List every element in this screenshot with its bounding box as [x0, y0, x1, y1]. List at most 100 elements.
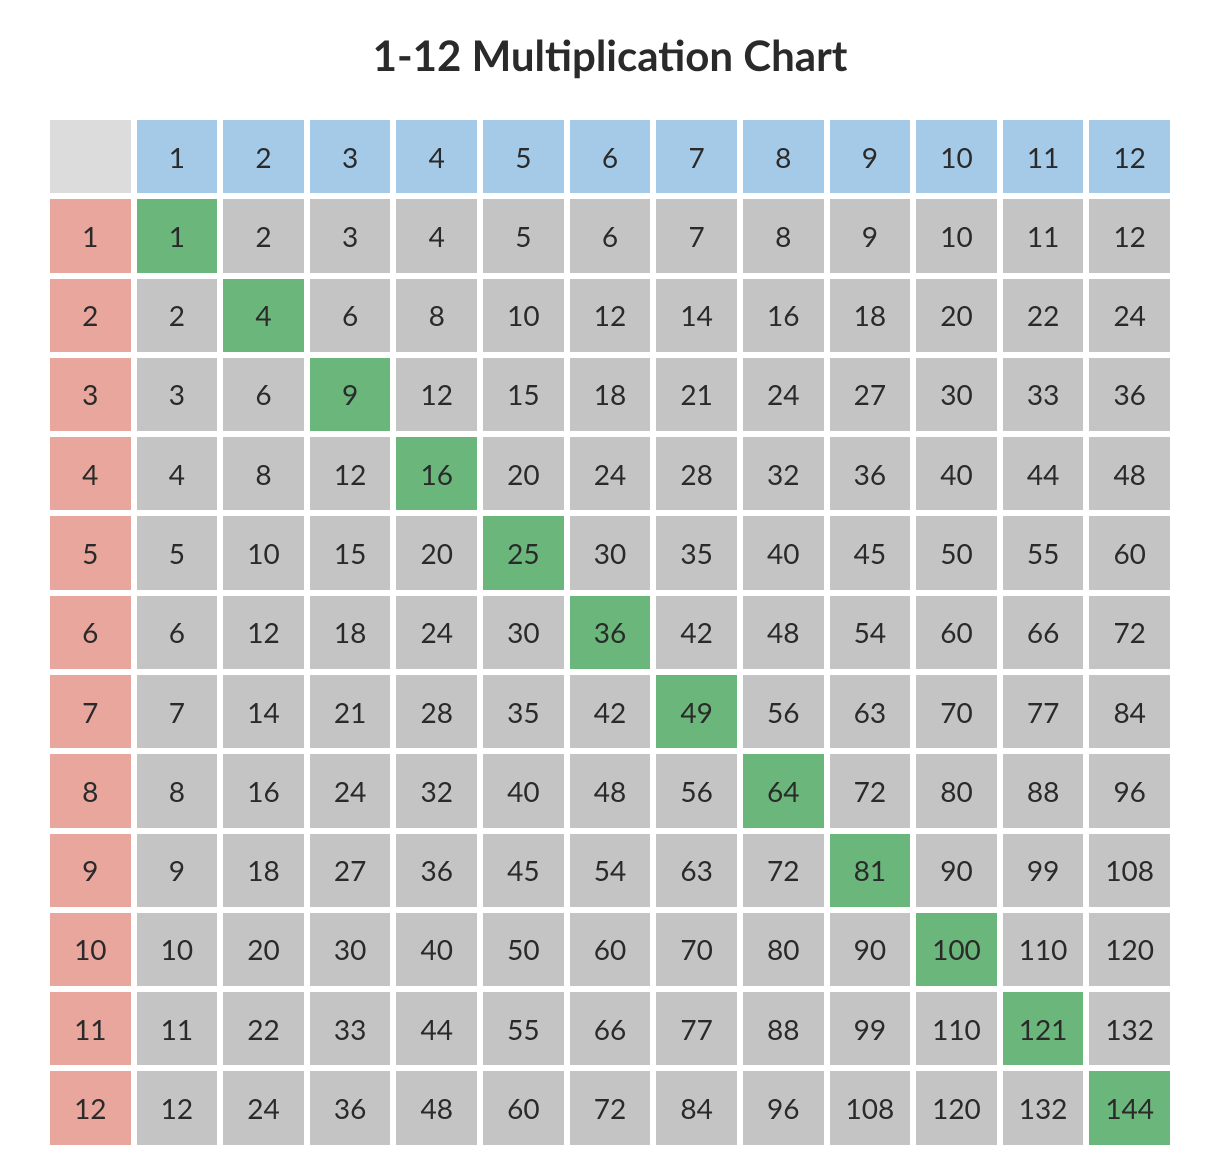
cell-7-2: 14 [223, 675, 304, 748]
cell-12-2: 24 [223, 1071, 304, 1144]
row-header-5: 5 [50, 516, 131, 589]
cell-6-5: 30 [483, 596, 564, 669]
cell-7-1: 7 [137, 675, 218, 748]
row-header-1: 1 [50, 199, 131, 272]
cell-4-3: 12 [310, 437, 391, 510]
cell-6-9: 54 [830, 596, 911, 669]
cell-10-12: 120 [1089, 913, 1170, 986]
cell-6-7: 42 [656, 596, 737, 669]
col-header-11: 11 [1003, 120, 1084, 193]
cell-2-9: 18 [830, 279, 911, 352]
cell-2-7: 14 [656, 279, 737, 352]
cell-12-5: 60 [483, 1071, 564, 1144]
cell-2-10: 20 [916, 279, 997, 352]
row-header-10: 10 [50, 913, 131, 986]
cell-5-6: 30 [570, 516, 651, 589]
cell-11-5: 55 [483, 992, 564, 1065]
cell-5-12: 60 [1089, 516, 1170, 589]
row-header-12: 12 [50, 1071, 131, 1144]
cell-10-3: 30 [310, 913, 391, 986]
cell-11-3: 33 [310, 992, 391, 1065]
cell-7-12: 84 [1089, 675, 1170, 748]
cell-2-8: 16 [743, 279, 824, 352]
cell-10-11: 110 [1003, 913, 1084, 986]
cell-6-11: 66 [1003, 596, 1084, 669]
cell-12-11: 132 [1003, 1071, 1084, 1144]
corner-cell [50, 120, 131, 193]
cell-1-5: 5 [483, 199, 564, 272]
cell-6-4: 24 [396, 596, 477, 669]
cell-8-6: 48 [570, 754, 651, 827]
col-header-5: 5 [483, 120, 564, 193]
col-header-7: 7 [656, 120, 737, 193]
cell-9-6: 54 [570, 834, 651, 907]
cell-5-10: 50 [916, 516, 997, 589]
cell-1-6: 6 [570, 199, 651, 272]
cell-1-12: 12 [1089, 199, 1170, 272]
cell-7-8: 56 [743, 675, 824, 748]
cell-1-8: 8 [743, 199, 824, 272]
cell-7-11: 77 [1003, 675, 1084, 748]
cell-10-6: 60 [570, 913, 651, 986]
cell-3-12: 36 [1089, 358, 1170, 431]
diagonal-cell-3: 9 [310, 358, 391, 431]
cell-9-7: 63 [656, 834, 737, 907]
cell-8-3: 24 [310, 754, 391, 827]
cell-9-8: 72 [743, 834, 824, 907]
cell-4-9: 36 [830, 437, 911, 510]
cell-6-8: 48 [743, 596, 824, 669]
cell-7-9: 63 [830, 675, 911, 748]
cell-10-7: 70 [656, 913, 737, 986]
cell-2-3: 6 [310, 279, 391, 352]
cell-4-2: 8 [223, 437, 304, 510]
diagonal-cell-12: 144 [1089, 1071, 1170, 1144]
diagonal-cell-11: 121 [1003, 992, 1084, 1065]
col-header-1: 1 [137, 120, 218, 193]
cell-12-8: 96 [743, 1071, 824, 1144]
cell-11-6: 66 [570, 992, 651, 1065]
cell-3-8: 24 [743, 358, 824, 431]
cell-7-6: 42 [570, 675, 651, 748]
cell-9-11: 99 [1003, 834, 1084, 907]
cell-10-4: 40 [396, 913, 477, 986]
cell-7-10: 70 [916, 675, 997, 748]
diagonal-cell-6: 36 [570, 596, 651, 669]
cell-8-5: 40 [483, 754, 564, 827]
cell-3-7: 21 [656, 358, 737, 431]
cell-5-11: 55 [1003, 516, 1084, 589]
cell-8-1: 8 [137, 754, 218, 827]
cell-3-6: 18 [570, 358, 651, 431]
cell-8-4: 32 [396, 754, 477, 827]
cell-4-12: 48 [1089, 437, 1170, 510]
cell-4-8: 32 [743, 437, 824, 510]
cell-8-10: 80 [916, 754, 997, 827]
cell-9-3: 27 [310, 834, 391, 907]
row-header-8: 8 [50, 754, 131, 827]
diagonal-cell-1: 1 [137, 199, 218, 272]
row-header-2: 2 [50, 279, 131, 352]
row-header-6: 6 [50, 596, 131, 669]
cell-1-10: 10 [916, 199, 997, 272]
cell-2-11: 22 [1003, 279, 1084, 352]
cell-6-12: 72 [1089, 596, 1170, 669]
col-header-10: 10 [916, 120, 997, 193]
cell-4-11: 44 [1003, 437, 1084, 510]
cell-9-12: 108 [1089, 834, 1170, 907]
cell-5-3: 15 [310, 516, 391, 589]
cell-9-2: 18 [223, 834, 304, 907]
cell-9-1: 9 [137, 834, 218, 907]
diagonal-cell-8: 64 [743, 754, 824, 827]
col-header-2: 2 [223, 120, 304, 193]
cell-5-9: 45 [830, 516, 911, 589]
diagonal-cell-10: 100 [916, 913, 997, 986]
cell-5-4: 20 [396, 516, 477, 589]
row-header-4: 4 [50, 437, 131, 510]
cell-4-10: 40 [916, 437, 997, 510]
cell-1-7: 7 [656, 199, 737, 272]
cell-3-2: 6 [223, 358, 304, 431]
cell-11-10: 110 [916, 992, 997, 1065]
cell-6-10: 60 [916, 596, 997, 669]
cell-2-12: 24 [1089, 279, 1170, 352]
cell-11-2: 22 [223, 992, 304, 1065]
col-header-8: 8 [743, 120, 824, 193]
